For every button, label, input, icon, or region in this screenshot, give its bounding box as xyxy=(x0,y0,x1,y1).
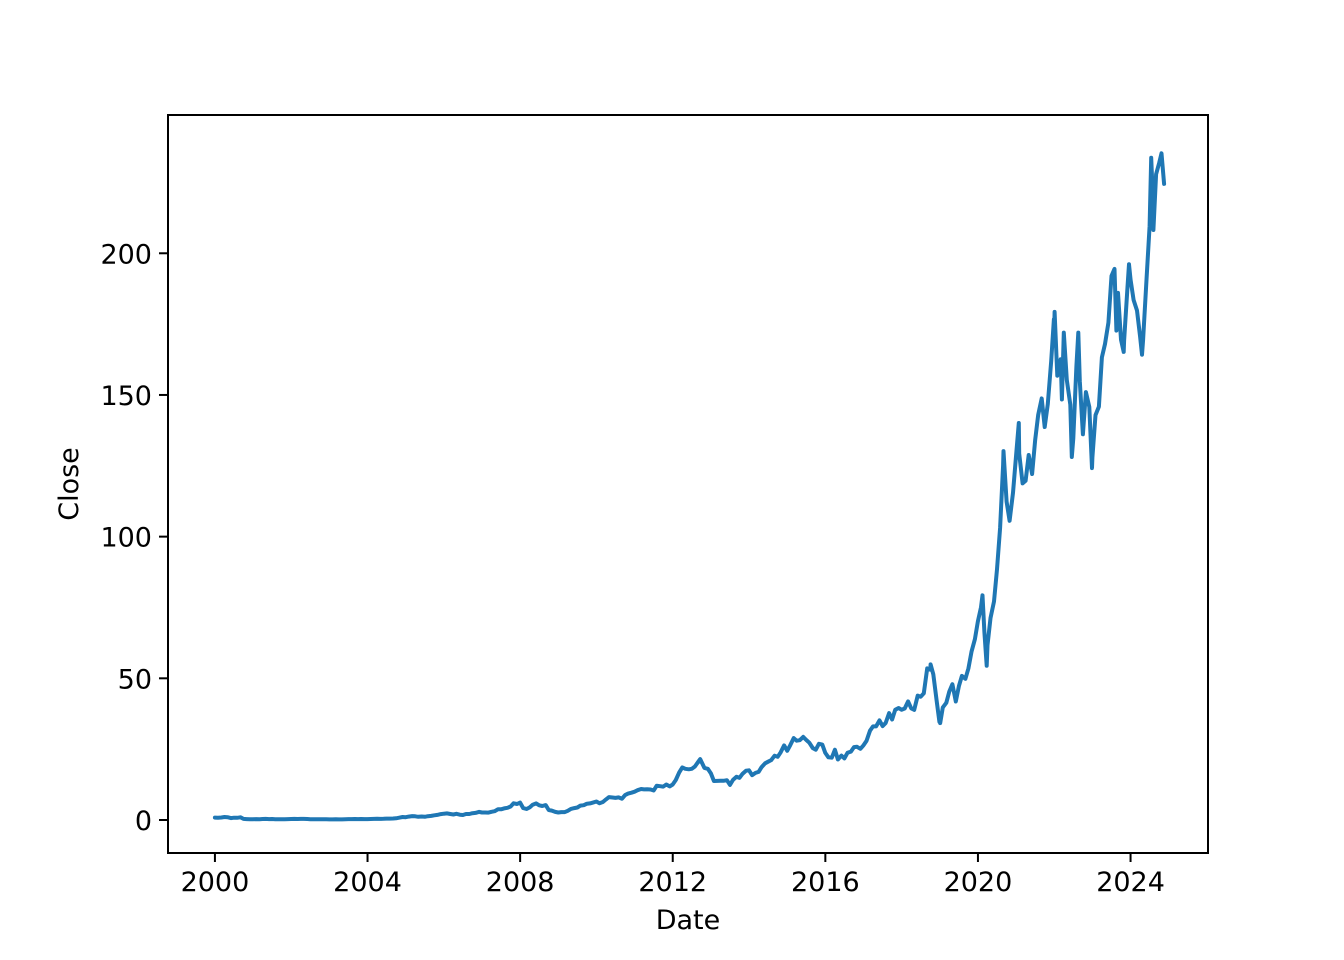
y-tick-label: 100 xyxy=(100,523,152,554)
x-axis-label: Date xyxy=(656,905,721,936)
x-tick-label: 2024 xyxy=(1096,867,1165,898)
x-tick-label: 2012 xyxy=(638,867,707,898)
y-tick-label: 200 xyxy=(100,239,152,270)
x-tick-label: 2004 xyxy=(333,867,402,898)
axes-layer: 2000 2004 2008 2012 2016 2020 2024 0 50 100 150 200 xyxy=(100,114,1209,898)
x-tick-label: 2000 xyxy=(181,867,250,898)
x-tick-label: 2008 xyxy=(486,867,555,898)
x-tick-label: 2016 xyxy=(791,867,860,898)
y-tick-label: 50 xyxy=(118,664,152,695)
y-tick-label: 0 xyxy=(135,806,152,837)
y-axis-label: Close xyxy=(54,447,85,521)
series-layer xyxy=(212,151,1167,822)
x-tick-label: 2020 xyxy=(944,867,1013,898)
close-price-line xyxy=(212,151,1167,822)
y-tick-label: 150 xyxy=(100,381,152,412)
plot-border xyxy=(167,114,1209,854)
